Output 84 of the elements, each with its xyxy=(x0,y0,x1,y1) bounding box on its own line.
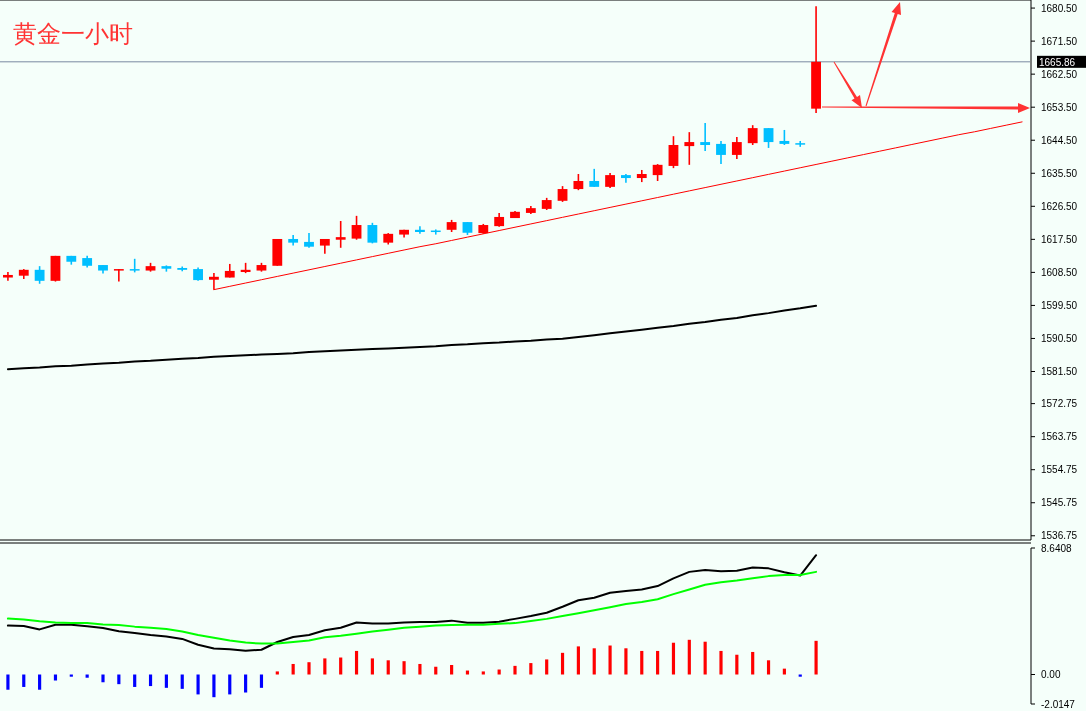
bar xyxy=(291,663,295,675)
candlestick xyxy=(351,215,362,241)
ref-line-label: 1665.86 xyxy=(1039,56,1076,68)
bar xyxy=(576,646,580,675)
bar xyxy=(608,645,612,675)
candlestick xyxy=(415,225,425,235)
candlestick xyxy=(668,135,679,169)
candlestick xyxy=(335,220,346,249)
y-tick-label: 1590.50 xyxy=(1041,332,1078,344)
candlestick xyxy=(684,131,695,166)
bar xyxy=(259,674,264,688)
candlestick xyxy=(716,140,726,165)
line-series xyxy=(6,554,818,652)
bar xyxy=(307,662,311,675)
y-tick-label: 1563.75 xyxy=(1041,431,1078,443)
bar xyxy=(814,640,818,675)
bar xyxy=(560,652,565,675)
bar xyxy=(275,671,279,675)
candlestick xyxy=(700,122,711,152)
bar xyxy=(244,674,248,693)
y-tick-label: 1626.50 xyxy=(1041,200,1078,212)
y-tick-label: 1617.50 xyxy=(1041,233,1078,245)
line-series xyxy=(6,304,818,371)
bar xyxy=(180,674,184,689)
y-tick-label: 1662.50 xyxy=(1041,68,1078,80)
bar xyxy=(640,650,644,675)
bar xyxy=(85,674,89,678)
candlestick xyxy=(747,124,758,146)
bar xyxy=(418,663,422,675)
candlestick xyxy=(731,136,742,160)
y-tick-label: -2.0147 xyxy=(1041,698,1076,710)
bar xyxy=(703,641,707,675)
bar xyxy=(766,660,771,675)
bar xyxy=(592,648,596,675)
y-tick-label: 1599.50 xyxy=(1041,299,1078,311)
bar xyxy=(434,666,438,675)
y-tick-label: 1635.50 xyxy=(1041,167,1078,179)
bar xyxy=(782,668,786,675)
bar xyxy=(164,674,168,688)
bar xyxy=(687,639,691,675)
bar xyxy=(38,674,42,690)
bar xyxy=(751,651,755,675)
bar xyxy=(339,657,343,675)
y-tick-label: 1581.50 xyxy=(1041,366,1078,377)
bar xyxy=(196,674,200,695)
bar xyxy=(133,674,137,687)
bar xyxy=(545,659,549,675)
y-tick-label: 1671.50 xyxy=(1041,35,1078,47)
y-tick-label: 1653.50 xyxy=(1041,101,1078,113)
bar xyxy=(402,661,406,675)
bar xyxy=(101,674,105,683)
line-series xyxy=(6,570,818,645)
bar xyxy=(735,654,739,675)
bar xyxy=(671,642,676,675)
bar xyxy=(6,674,10,690)
bar xyxy=(22,674,26,687)
bar xyxy=(370,658,374,675)
y-tick-label: 0.00 xyxy=(1041,669,1061,680)
y-tick-label: 1554.75 xyxy=(1041,464,1078,476)
y-tick-label: 1545.75 xyxy=(1041,497,1078,509)
text: 黄金一小时 xyxy=(13,20,133,47)
bar xyxy=(228,674,232,695)
bar xyxy=(53,674,58,681)
y-tick-label: 1680.50 xyxy=(1041,2,1078,14)
bar xyxy=(465,670,470,675)
candlestick xyxy=(763,127,774,149)
bar xyxy=(354,650,359,675)
y-tick-label: 1572.75 xyxy=(1041,398,1078,410)
bar xyxy=(323,658,327,675)
y-tick-label: 8.6408 xyxy=(1041,542,1073,554)
bar xyxy=(212,674,216,698)
bar xyxy=(497,669,501,675)
y-tick-label: 1644.50 xyxy=(1041,134,1078,146)
bar xyxy=(450,664,454,675)
y-tick-label: 1536.75 xyxy=(1041,530,1078,542)
bar xyxy=(624,648,628,675)
bar xyxy=(719,650,723,675)
bar xyxy=(656,650,660,675)
bar xyxy=(529,663,533,675)
bar xyxy=(386,660,390,675)
candlestick xyxy=(113,268,124,283)
y-tick-label: 1608.50 xyxy=(1041,266,1078,278)
bar xyxy=(513,665,517,675)
bar xyxy=(481,671,485,675)
